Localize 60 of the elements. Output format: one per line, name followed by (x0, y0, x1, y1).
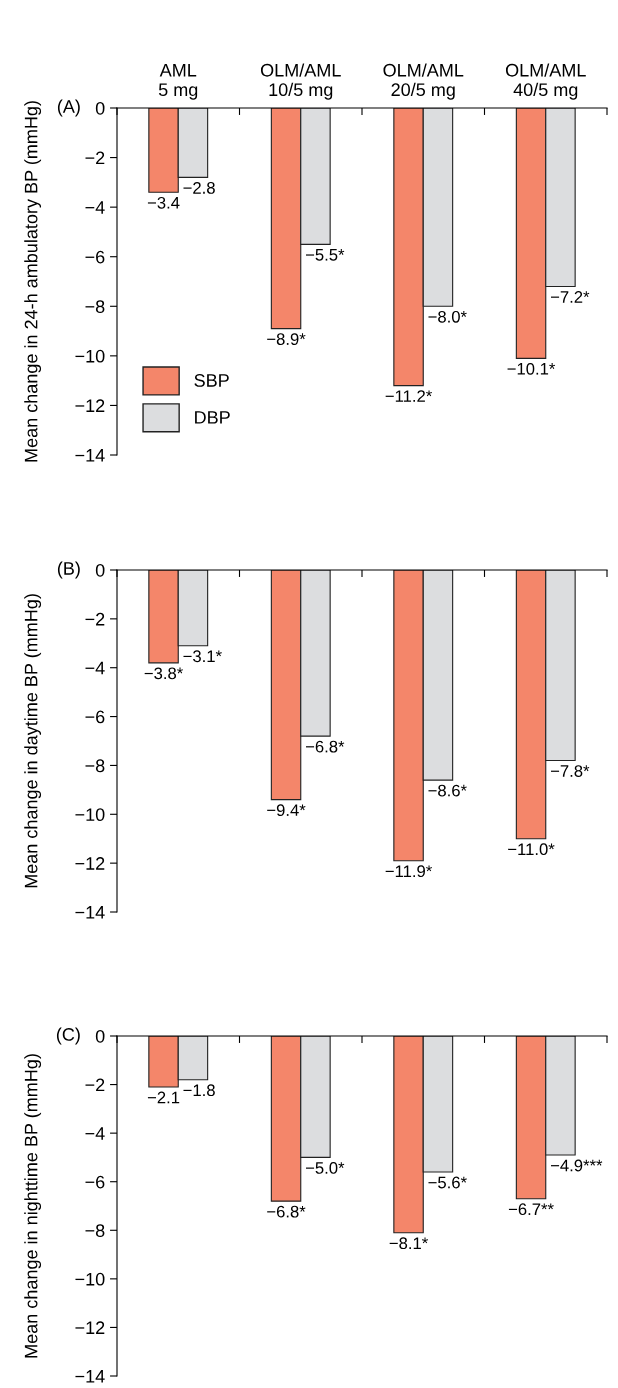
data-label: −4.9*** (550, 1159, 603, 1172)
chart-title: (B) (57, 561, 80, 579)
data-label: −8.9* (267, 333, 306, 345)
data-label: −6.8* (267, 1205, 306, 1218)
y-tick-label: −12 (75, 1321, 105, 1334)
y-tick-label: −6 (85, 710, 105, 724)
y-tick-label: −2 (85, 1078, 105, 1092)
y-tick-label: −10 (75, 808, 105, 822)
data-label: −11.2* (385, 390, 433, 402)
data-label: −5.0* (305, 1162, 345, 1174)
data-label: −6.8* (305, 740, 345, 753)
data-label: −11.0* (508, 843, 555, 856)
x-tick-label: OLM/AML 10/5 mg (260, 63, 341, 100)
y-tick-label: 0 (95, 101, 105, 115)
y-tick-label: 0 (95, 1029, 105, 1043)
data-label: −5.5* (305, 249, 345, 261)
y-tick-label: −14 (75, 449, 105, 462)
y-tick-label: 0 (95, 563, 105, 577)
y-tick-label: −8 (85, 759, 105, 773)
y-tick-label: −10 (75, 349, 105, 363)
data-label: −3.1* (183, 650, 222, 663)
x-tick-label: AML 5 mg (158, 64, 198, 100)
x-tick-label: OLM/AML 40/5 mg (505, 63, 586, 100)
data-label: −3.8* (144, 667, 183, 680)
data-label: −7.8* (550, 765, 590, 777)
y-tick-label: −10 (75, 1272, 105, 1286)
y-axis-title: Mean change in daytime BP (mmHg) (24, 594, 42, 888)
data-label: −6.7** (508, 1203, 554, 1216)
data-label: −8.0* (428, 310, 467, 323)
data-label: −5.6* (428, 1176, 467, 1189)
y-tick-label: −4 (85, 661, 105, 675)
y-axis-title: Mean change in nighttime BP (mmHg) (24, 1054, 42, 1358)
legend-label: DBP (195, 411, 230, 424)
chart-title: (A) (57, 99, 80, 117)
y-tick-label: −6 (85, 1175, 105, 1189)
data-label: −2.8 (183, 182, 215, 194)
y-tick-label: −12 (75, 857, 105, 870)
y-tick-label: −14 (75, 1370, 105, 1383)
y-tick-label: −8 (85, 300, 105, 314)
y-tick-label: −12 (75, 399, 105, 412)
data-label: −1.8 (183, 1084, 215, 1097)
data-label: −3.4 (147, 196, 180, 209)
legend-label: SBP (194, 374, 229, 387)
y-tick-label: −4 (85, 1127, 105, 1140)
data-label: −7.2* (550, 291, 590, 303)
y-tick-label: −14 (75, 906, 105, 919)
y-tick-label: −6 (85, 250, 105, 264)
y-tick-label: −8 (85, 1224, 105, 1238)
data-label: −9.4* (267, 804, 306, 817)
chart-title: (C) (56, 1027, 80, 1045)
data-label: −2.1 (147, 1091, 180, 1104)
data-label: −8.6* (428, 784, 467, 797)
data-label: −8.1* (389, 1237, 428, 1250)
x-tick-label: OLM/AML 20/5 mg (383, 63, 464, 100)
y-tick-label: −2 (85, 151, 105, 165)
y-axis-title: Mean change in 24-h ambulatory BP (mmHg) (24, 101, 42, 462)
data-label: −11.9* (385, 865, 433, 878)
data-label: −10.1* (507, 362, 556, 375)
y-tick-label: −2 (85, 612, 105, 626)
y-tick-label: −4 (85, 201, 105, 214)
